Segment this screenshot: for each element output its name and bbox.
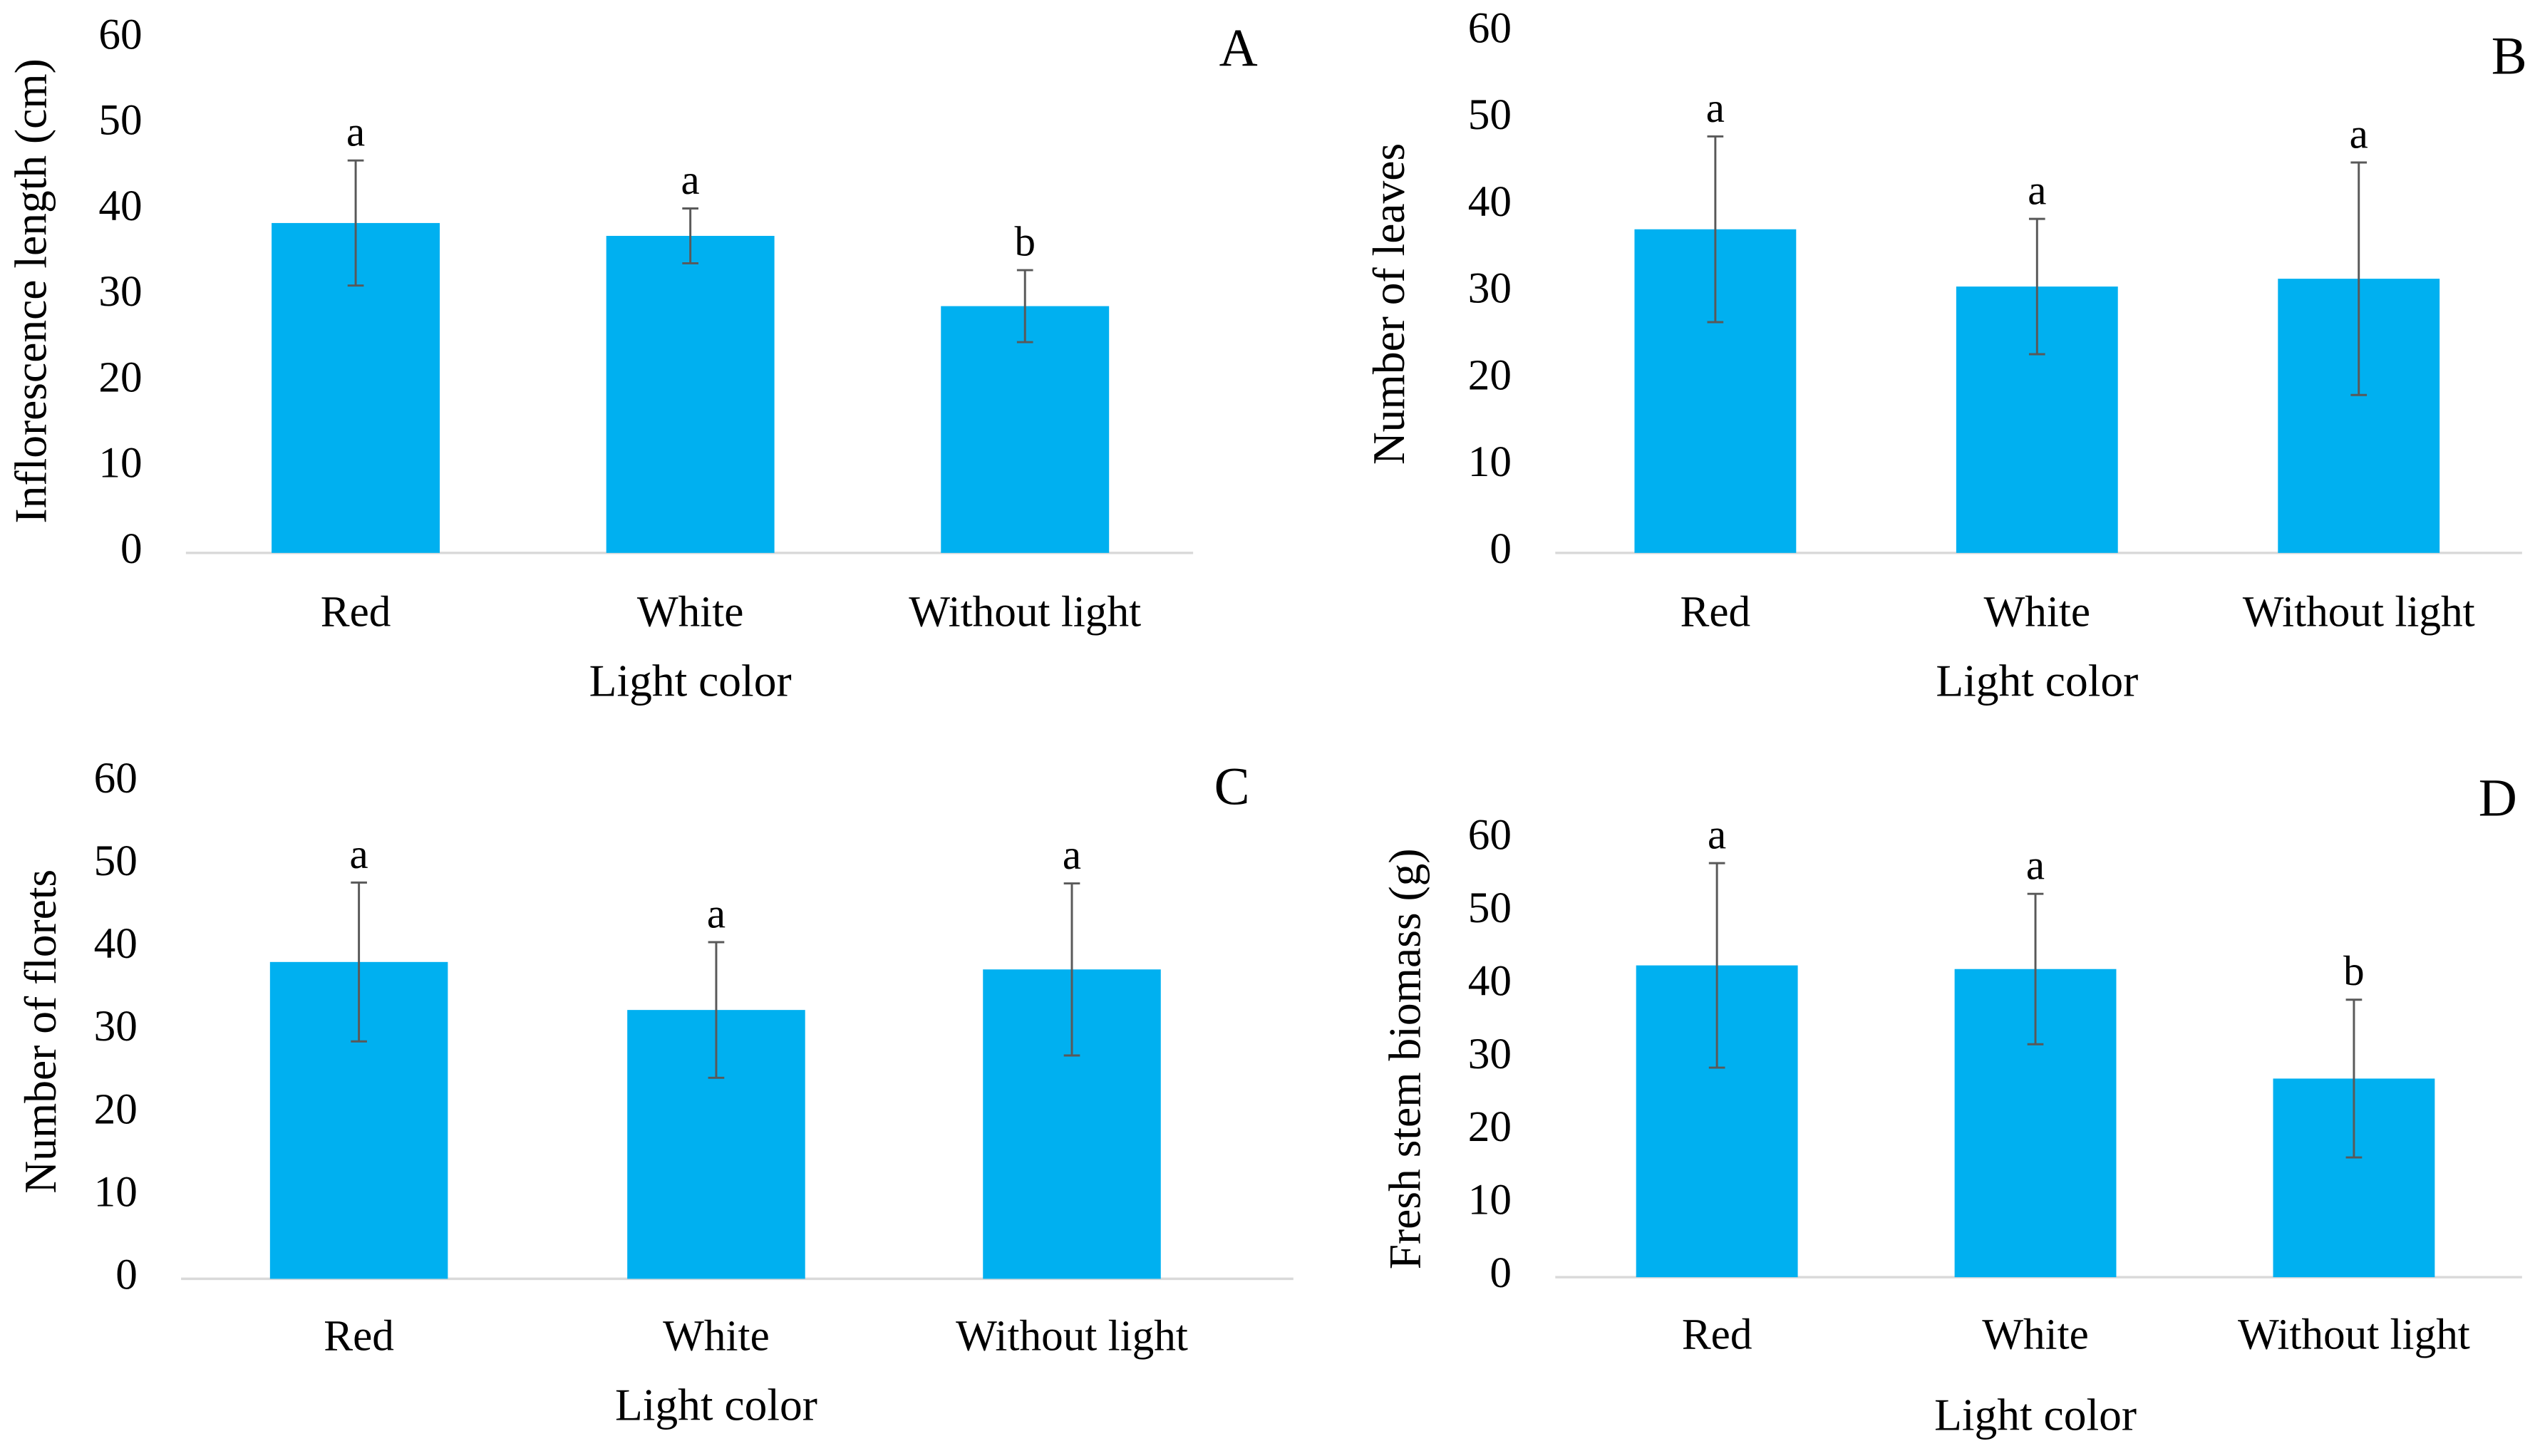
x-axis-title: Light color <box>1934 1389 2137 1440</box>
y-axis-title: Fresh stem biomass (g) <box>1380 848 1430 1269</box>
x-axis-title: Light color <box>1936 655 2138 706</box>
y-tick-label: 50 <box>1468 884 1512 932</box>
x-tick-label: White <box>637 587 744 636</box>
y-tick-label: 20 <box>1468 1103 1512 1151</box>
y-tick-label: 20 <box>94 1085 138 1133</box>
x-tick-label: Red <box>321 587 391 636</box>
annotation: a <box>707 889 726 936</box>
y-tick-label: 10 <box>1468 438 1512 486</box>
y-tick-label: 30 <box>1468 1030 1512 1078</box>
bar <box>941 306 1110 553</box>
y-tick-label: 60 <box>1468 4 1512 52</box>
panel-label: A <box>1219 19 1258 78</box>
y-tick-label: 50 <box>94 837 138 885</box>
panel-label: D <box>2479 769 2517 828</box>
y-tick-label: 0 <box>1489 525 1512 573</box>
annotation: a <box>2026 842 2045 889</box>
x-axis-title: Light color <box>615 1380 817 1430</box>
x-tick-label: Red <box>1680 587 1751 636</box>
y-tick-label: 20 <box>1468 351 1512 399</box>
annotation: a <box>350 830 368 877</box>
y-tick-label: 0 <box>1489 1249 1512 1297</box>
x-tick-label: Without light <box>909 587 1141 636</box>
x-tick-label: White <box>1983 587 2090 636</box>
x-tick-label: White <box>663 1312 770 1361</box>
y-axis-title: Number of florets <box>15 869 66 1194</box>
x-tick-label: Without light <box>956 1312 1188 1361</box>
x-axis-title: Light color <box>589 655 792 706</box>
y-tick-label: 50 <box>98 96 142 145</box>
y-tick-label: 0 <box>120 525 143 573</box>
annotation: b <box>2343 947 2364 994</box>
bar <box>606 235 775 553</box>
annotation: a <box>2028 167 2046 214</box>
y-axis-title: Number of leaves <box>1363 143 1414 465</box>
annotation: a <box>1708 811 1726 858</box>
x-tick-label: Red <box>324 1312 394 1361</box>
y-tick-label: 30 <box>98 267 142 316</box>
y-tick-label: 40 <box>1468 956 1512 1005</box>
panel-label: C <box>1214 758 1250 817</box>
y-tick-label: 60 <box>1468 810 1512 859</box>
annotation: a <box>2350 110 2368 157</box>
y-tick-label: 50 <box>1468 91 1512 139</box>
annotation: a <box>1063 831 1081 878</box>
y-tick-label: 40 <box>94 919 138 968</box>
y-tick-label: 40 <box>1468 177 1512 226</box>
y-tick-label: 10 <box>98 439 142 487</box>
annotation: a <box>346 108 365 155</box>
y-tick-label: 10 <box>1468 1176 1512 1224</box>
y-tick-label: 30 <box>1468 264 1512 313</box>
y-tick-label: 30 <box>94 1002 138 1050</box>
x-tick-label: Without light <box>2243 587 2475 636</box>
x-tick-label: Red <box>1682 1310 1752 1358</box>
panel-label: B <box>2492 26 2527 86</box>
y-tick-label: 60 <box>98 10 142 58</box>
y-tick-label: 10 <box>94 1167 138 1216</box>
y-tick-label: 60 <box>94 754 138 802</box>
y-tick-label: 0 <box>115 1250 138 1298</box>
annotation: b <box>1014 218 1035 265</box>
y-axis-title: Inflorescence length (cm) <box>5 58 56 523</box>
annotation: a <box>1706 84 1725 131</box>
x-tick-label: White <box>1982 1310 2089 1358</box>
annotation: a <box>681 156 700 203</box>
y-tick-label: 20 <box>98 353 142 401</box>
y-tick-label: 40 <box>98 182 142 230</box>
x-tick-label: Without light <box>2238 1310 2470 1358</box>
